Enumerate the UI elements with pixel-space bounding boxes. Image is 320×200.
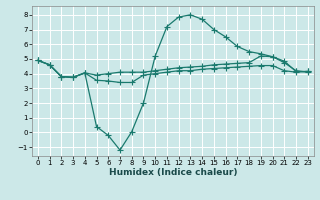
X-axis label: Humidex (Indice chaleur): Humidex (Indice chaleur) — [108, 168, 237, 177]
